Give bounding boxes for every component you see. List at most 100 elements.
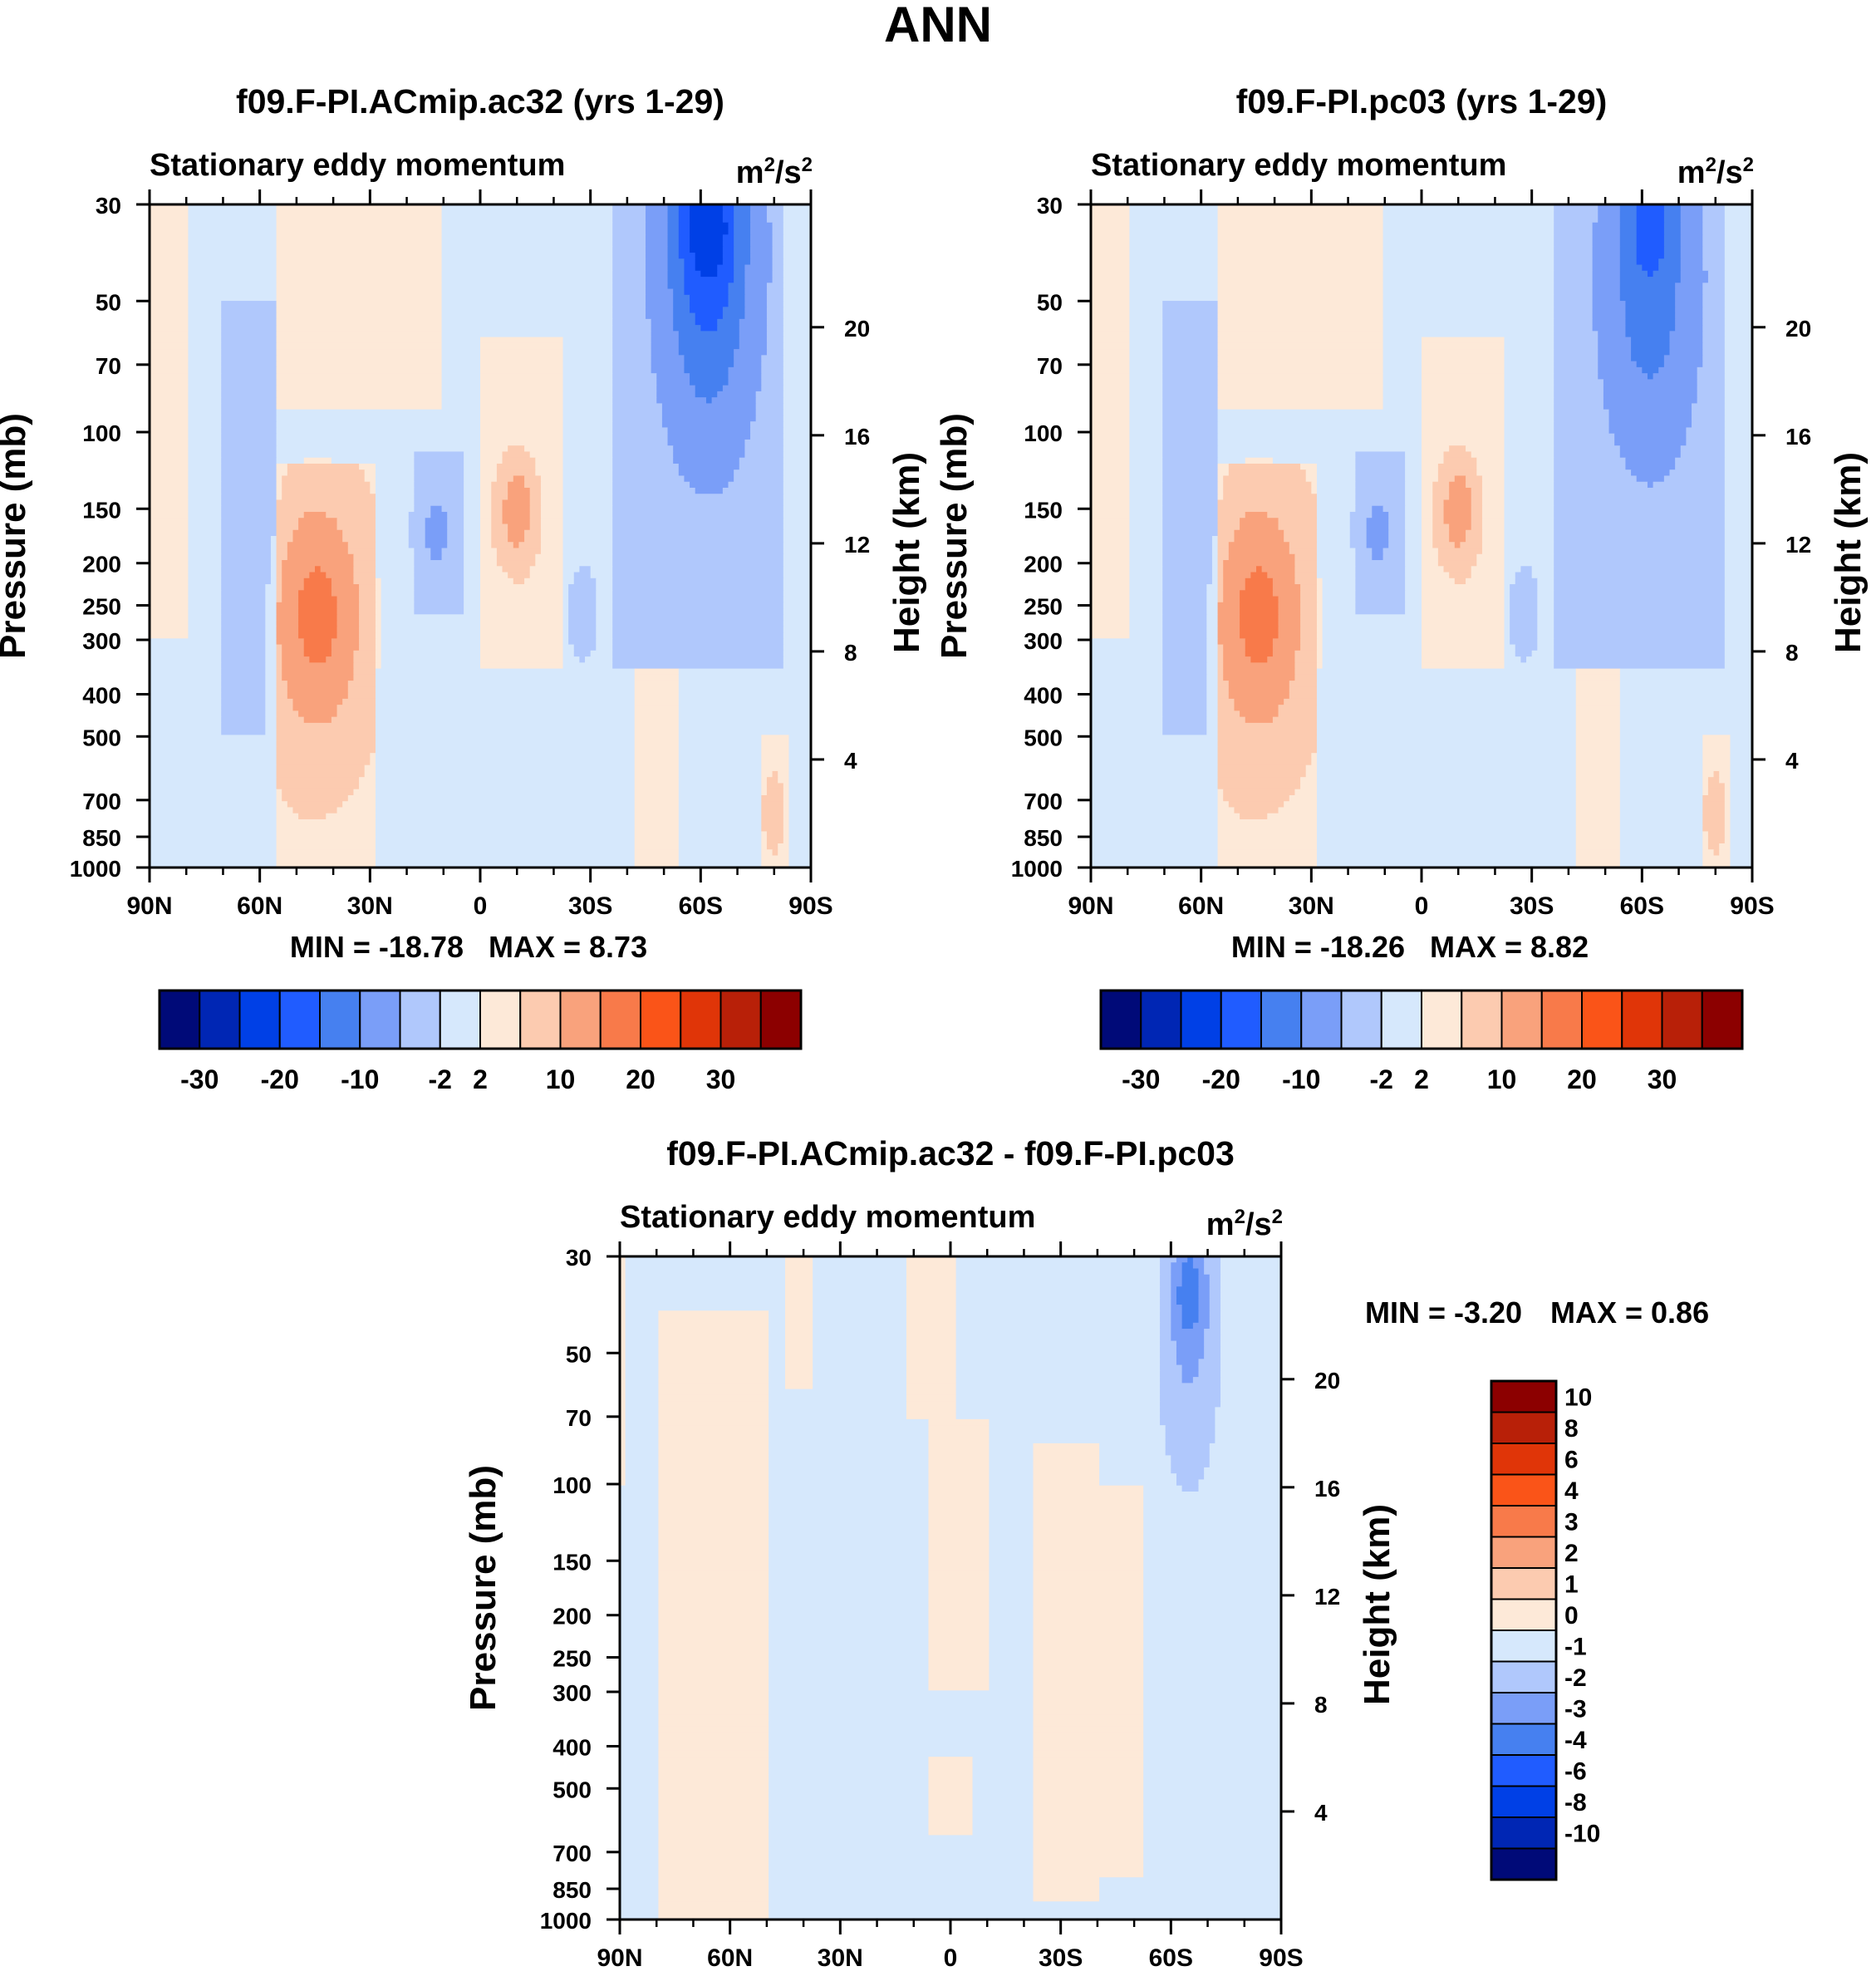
colorbar-swatch <box>1421 990 1463 1049</box>
x-tick-label: 30S <box>1510 892 1554 920</box>
colorbar-swatch <box>1490 1847 1557 1880</box>
y-tick-label: 500 <box>82 725 121 750</box>
y-tick-label: 50 <box>96 289 121 315</box>
colorbar-swatch <box>159 990 201 1049</box>
y-tick-label: 30 <box>566 1245 592 1271</box>
colorbar-label: -20 <box>261 1064 299 1094</box>
x-tick-label: 60S <box>1620 892 1664 920</box>
min-label: MIN = -18.26 <box>1231 930 1405 964</box>
y-tick-label: 400 <box>552 1734 592 1760</box>
colorbar-label: -1 <box>1564 1634 1587 1661</box>
y-tick-label: 200 <box>552 1604 592 1630</box>
y-tick-label: 850 <box>552 1877 592 1903</box>
colorbar-swatch <box>1500 990 1543 1049</box>
colorbar-swatch <box>1490 1536 1557 1569</box>
panel-subtitle: Stationary eddy momentum <box>620 1200 1035 1235</box>
colorbar-swatch <box>1100 990 1142 1049</box>
y-tick-label: 700 <box>82 789 121 814</box>
contour-field <box>1091 204 1752 868</box>
x-tick-label: 30N <box>1289 892 1334 920</box>
height-tick-label: 4 <box>1314 1800 1328 1826</box>
colorbar-swatch <box>199 990 241 1049</box>
max-label: MAX = 8.82 <box>1430 930 1589 964</box>
y-tick-label: 100 <box>552 1472 592 1498</box>
colorbar-swatch <box>1490 1692 1557 1725</box>
min-label: MIN = -18.78 <box>290 930 464 964</box>
colorbar-label: -6 <box>1564 1758 1587 1786</box>
y-tick-label: 850 <box>82 825 121 851</box>
colorbar-label: -2 <box>1564 1664 1587 1692</box>
colorbar-swatch <box>359 990 401 1049</box>
y-tick-label: 200 <box>82 552 121 578</box>
height-tick-label: 4 <box>1785 748 1799 774</box>
height-axis-label: Height (km) <box>1357 1504 1397 1705</box>
colorbar-label: 30 <box>706 1064 736 1094</box>
units-label: m2/s2 <box>736 154 813 190</box>
colorbar-swatch <box>1490 1505 1557 1538</box>
colorbar: -30 -20 -10 -2 2 10 20 30 <box>1099 989 1744 1094</box>
y-tick-label: 50 <box>566 1341 592 1367</box>
colorbar-swatch <box>680 990 722 1049</box>
colorbar-label: -10 <box>1282 1064 1320 1094</box>
colorbar-label: 20 <box>1567 1064 1597 1094</box>
height-axis-label: Height (km) <box>1828 452 1869 653</box>
y-tick-label: 850 <box>1024 825 1063 851</box>
x-tick-label: 60N <box>1178 892 1224 920</box>
colorbar-swatch <box>439 990 481 1049</box>
x-tick-label: 60N <box>707 1944 753 1972</box>
panel-subtitle: Stationary eddy momentum <box>1091 148 1506 183</box>
colorbar-swatch <box>1300 990 1343 1049</box>
contour-field <box>150 204 811 868</box>
colorbar-swatch <box>1701 990 1743 1049</box>
y-tick-label: 500 <box>1024 725 1063 750</box>
min-label: MIN = -3.20 <box>1365 1295 1522 1330</box>
colorbar-swatch <box>1581 990 1623 1049</box>
colorbar-label: 10 <box>546 1064 576 1094</box>
colorbar-label: 1 <box>1564 1571 1579 1599</box>
colorbar-label: -2 <box>1370 1064 1393 1094</box>
colorbar-swatch <box>1490 1723 1557 1756</box>
x-tick-label: 0 <box>1415 892 1429 920</box>
y-tick-label: 100 <box>82 420 121 446</box>
x-tick-label: 60S <box>679 892 723 920</box>
y-tick-label: 400 <box>1024 682 1063 708</box>
height-tick-label: 8 <box>844 640 857 666</box>
colorbar-swatch <box>1490 1473 1557 1507</box>
colorbar-swatch <box>1180 990 1222 1049</box>
colorbar-swatch <box>1380 990 1422 1049</box>
colorbar-label: 30 <box>1648 1064 1677 1094</box>
height-tick-label: 8 <box>1785 640 1799 666</box>
colorbar-swatch <box>319 990 361 1049</box>
height-tick-label: 12 <box>1314 1584 1340 1610</box>
contour-field <box>620 1256 1281 1920</box>
colorbar-label: -2 <box>429 1064 452 1094</box>
y-tick-label: 300 <box>82 628 121 654</box>
colorbar-swatch <box>719 990 762 1049</box>
y-tick-label: 70 <box>566 1405 592 1431</box>
colorbar-label: 20 <box>626 1064 656 1094</box>
colorbar-label: 0 <box>1564 1602 1579 1630</box>
y-tick-label: 400 <box>82 682 121 708</box>
x-tick-label: 30S <box>1039 1944 1083 1972</box>
max-label: MAX = 0.86 <box>1550 1295 1709 1330</box>
colorbar-swatch <box>599 990 641 1049</box>
colorbar-label: -8 <box>1564 1789 1587 1816</box>
y-tick-label: 30 <box>1037 193 1063 219</box>
colorbar-label: 2 <box>1414 1064 1429 1094</box>
colorbar-swatch <box>278 990 321 1049</box>
y-tick-label: 200 <box>1024 552 1063 578</box>
colorbar-swatch <box>1540 990 1583 1049</box>
figure-title: ANN <box>884 0 992 52</box>
x-tick-label: 90N <box>597 1944 642 1972</box>
y-tick-label: 150 <box>1024 497 1063 523</box>
colorbar-label: 3 <box>1564 1509 1579 1536</box>
y-tick-label: 300 <box>1024 628 1063 654</box>
colorbar-frame <box>1099 989 1744 1050</box>
panel-pc03: f09.F-PI.pc03 (yrs 1-29) Stationary eddy … <box>934 82 1869 1094</box>
height-tick-label: 16 <box>1785 424 1811 450</box>
colorbar-label: 10 <box>1564 1384 1592 1412</box>
colorbar-label: 2 <box>473 1064 488 1094</box>
x-tick-label: 90S <box>1259 1944 1303 1972</box>
